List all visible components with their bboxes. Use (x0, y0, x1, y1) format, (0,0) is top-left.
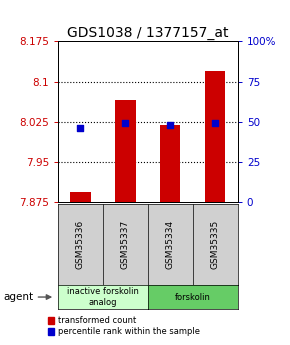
Text: GSM35337: GSM35337 (121, 219, 130, 269)
Text: agent: agent (3, 292, 33, 302)
Point (78, 125, 83, 131)
Title: GDS1038 / 1377157_at: GDS1038 / 1377157_at (67, 26, 229, 40)
Text: GSM35336: GSM35336 (76, 219, 85, 269)
Bar (70, 192, 90, 202)
Legend: transformed count, percentile rank within the sample: transformed count, percentile rank withi… (48, 316, 200, 336)
Bar (205, 71, 225, 202)
Point (123, 120, 128, 126)
Text: GSM35335: GSM35335 (211, 219, 220, 269)
Text: inactive forskolin
analog: inactive forskolin analog (67, 287, 139, 307)
Point (168, 122, 173, 128)
Text: forskolin: forskolin (175, 293, 211, 302)
Bar (115, 100, 135, 202)
Text: GSM35334: GSM35334 (166, 219, 175, 269)
Point (213, 120, 218, 126)
Bar (160, 125, 180, 202)
